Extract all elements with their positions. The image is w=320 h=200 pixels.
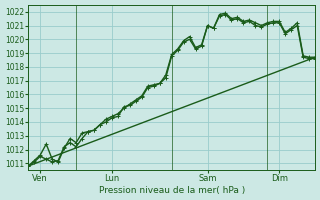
X-axis label: Pression niveau de la mer( hPa ): Pression niveau de la mer( hPa ) (99, 186, 245, 195)
